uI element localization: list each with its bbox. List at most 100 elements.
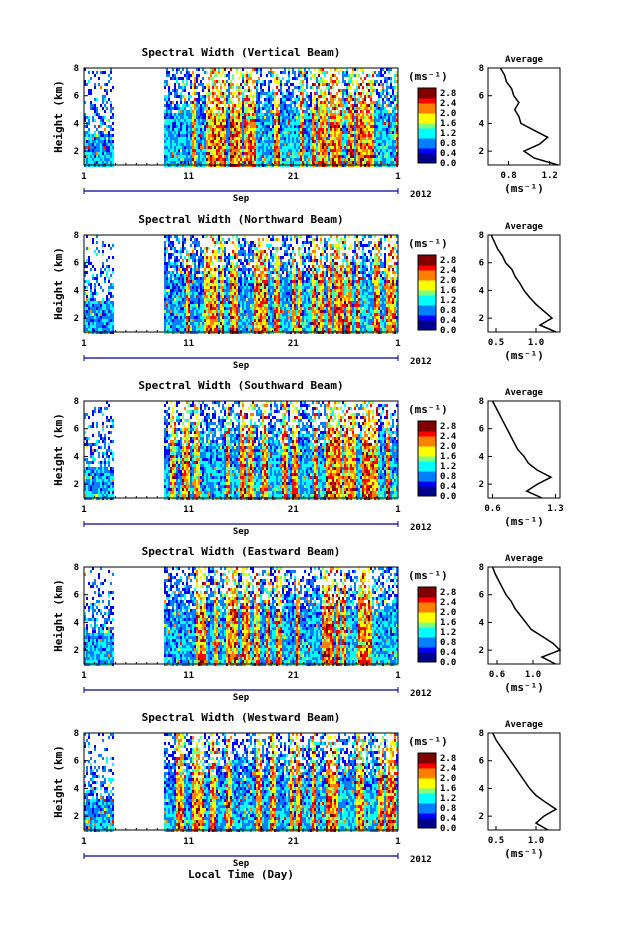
heatmap-cell <box>164 125 166 128</box>
heatmap-cell <box>318 158 320 161</box>
heatmap-cell <box>242 143 244 146</box>
heatmap-cell <box>200 307 202 310</box>
heatmap-cell <box>182 155 184 158</box>
heatmap-cell <box>174 143 176 146</box>
heatmap-cell <box>104 313 106 316</box>
heatmap-cell <box>232 322 234 325</box>
heatmap-cell <box>234 113 236 116</box>
heatmap-cell <box>186 113 188 116</box>
heatmap-cell <box>250 74 252 77</box>
heatmap-cell <box>346 92 348 95</box>
heatmap-cell <box>322 104 324 107</box>
heatmap-cell <box>188 71 190 74</box>
heatmap-cell <box>226 295 228 298</box>
heatmap-cell <box>178 158 180 161</box>
heatmap-cell <box>338 149 340 152</box>
heatmap-cell <box>234 280 236 283</box>
heatmap-cell <box>298 98 300 101</box>
heatmap-cell <box>274 101 276 104</box>
heatmap-cell <box>242 113 244 116</box>
heatmap-cell <box>314 116 316 119</box>
heatmap-cell <box>310 86 312 89</box>
heatmap-cell <box>216 316 218 319</box>
heatmap-cell <box>236 83 238 86</box>
heatmap-cell <box>384 161 386 164</box>
heatmap-cell <box>230 301 232 304</box>
heatmap-cell <box>326 143 328 146</box>
heatmap-cell <box>104 161 106 164</box>
heatmap-cell <box>110 143 112 146</box>
heatmap-cell <box>344 89 346 92</box>
heatmap-cell <box>194 110 196 113</box>
heatmap-cell <box>338 98 340 101</box>
heatmap-cell <box>286 134 288 137</box>
heatmap-cell <box>216 298 218 301</box>
heatmap-cell <box>286 125 288 128</box>
heatmap-cell <box>110 247 112 250</box>
heatmap-cell <box>264 113 266 116</box>
heatmap-cell <box>194 125 196 128</box>
heatmap-cell <box>212 80 214 83</box>
heatmap-cell <box>182 307 184 310</box>
heatmap-cell <box>310 137 312 140</box>
heatmap-cell <box>248 101 250 104</box>
heatmap-cell <box>194 277 196 280</box>
heatmap-cell <box>110 110 112 113</box>
heatmap-cell <box>168 277 170 280</box>
heatmap-cell <box>322 71 324 74</box>
heatmap-cell <box>356 80 358 83</box>
heatmap-cell <box>236 325 238 328</box>
heatmap-cell <box>364 134 366 137</box>
heatmap-cell <box>240 244 242 247</box>
heatmap-cell <box>200 80 202 83</box>
heatmap-cell <box>204 152 206 155</box>
heatmap-cell <box>358 137 360 140</box>
heatmap-cell <box>308 149 310 152</box>
heatmap-cell <box>300 68 302 71</box>
heatmap-cell <box>280 71 282 74</box>
heatmap-cell <box>236 307 238 310</box>
heatmap-cell <box>200 143 202 146</box>
heatmap-cell <box>336 68 338 71</box>
heatmap-cell <box>300 134 302 137</box>
heatmap-cell <box>166 98 168 101</box>
heatmap-cell <box>226 259 228 262</box>
heatmap-cell <box>332 104 334 107</box>
heatmap-cell <box>254 116 256 119</box>
heatmap-cell <box>168 158 170 161</box>
heatmap-cell <box>212 110 214 113</box>
heatmap-cell <box>232 253 234 256</box>
heatmap-cell <box>238 286 240 289</box>
heatmap-cell <box>188 158 190 161</box>
heatmap-cell <box>214 98 216 101</box>
heatmap-cell <box>346 98 348 101</box>
heatmap-cell <box>250 104 252 107</box>
heatmap-cell <box>180 161 182 164</box>
heatmap-cell <box>362 113 364 116</box>
heatmap-cell <box>336 161 338 164</box>
heatmap-cell <box>96 304 98 307</box>
heatmap-cell <box>316 152 318 155</box>
heatmap-cell <box>184 319 186 322</box>
heatmap-cell <box>302 101 304 104</box>
heatmap-cell <box>372 71 374 74</box>
heatmap-cell <box>108 289 110 292</box>
heatmap-cell <box>208 98 210 101</box>
heatmap-cell <box>328 128 330 131</box>
heatmap-cell <box>212 161 214 164</box>
heatmap-cell <box>230 304 232 307</box>
heatmap-cell <box>366 128 368 131</box>
heatmap-cell <box>276 149 278 152</box>
heatmap-cell <box>196 149 198 152</box>
heatmap-cell <box>378 122 380 125</box>
heatmap-cell <box>296 77 298 80</box>
heatmap-cell <box>274 140 276 143</box>
heatmap-cell <box>184 74 186 77</box>
heatmap-cell <box>260 146 262 149</box>
heatmap-cell <box>338 131 340 134</box>
heatmap-cell <box>274 80 276 83</box>
heatmap-cell <box>172 316 174 319</box>
heatmap-cell <box>232 328 234 331</box>
heatmap-cell <box>224 146 226 149</box>
heatmap-cell <box>188 104 190 107</box>
